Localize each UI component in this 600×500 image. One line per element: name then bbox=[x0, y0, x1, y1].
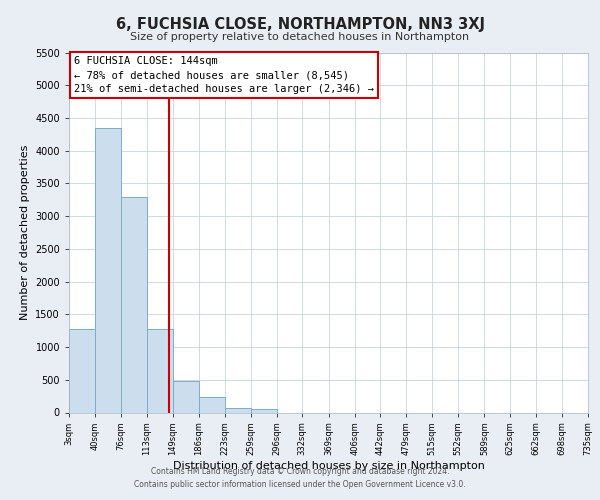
Bar bbox=[251, 409, 277, 412]
X-axis label: Distribution of detached houses by size in Northampton: Distribution of detached houses by size … bbox=[173, 461, 484, 471]
Text: 6 FUCHSIA CLOSE: 144sqm
← 78% of detached houses are smaller (8,545)
21% of semi: 6 FUCHSIA CLOSE: 144sqm ← 78% of detache… bbox=[74, 56, 374, 94]
Bar bbox=[199, 398, 225, 412]
Text: Size of property relative to detached houses in Northampton: Size of property relative to detached ho… bbox=[130, 32, 470, 42]
Bar bbox=[95, 128, 121, 412]
Bar bbox=[69, 330, 95, 412]
Bar bbox=[173, 381, 199, 412]
Y-axis label: Number of detached properties: Number of detached properties bbox=[20, 145, 29, 320]
Bar bbox=[121, 196, 147, 412]
Text: 6, FUCHSIA CLOSE, NORTHAMPTON, NN3 3XJ: 6, FUCHSIA CLOSE, NORTHAMPTON, NN3 3XJ bbox=[115, 18, 485, 32]
Bar bbox=[147, 330, 173, 412]
Text: Contains HM Land Registry data © Crown copyright and database right 2024.
Contai: Contains HM Land Registry data © Crown c… bbox=[134, 468, 466, 489]
Bar bbox=[225, 408, 251, 412]
